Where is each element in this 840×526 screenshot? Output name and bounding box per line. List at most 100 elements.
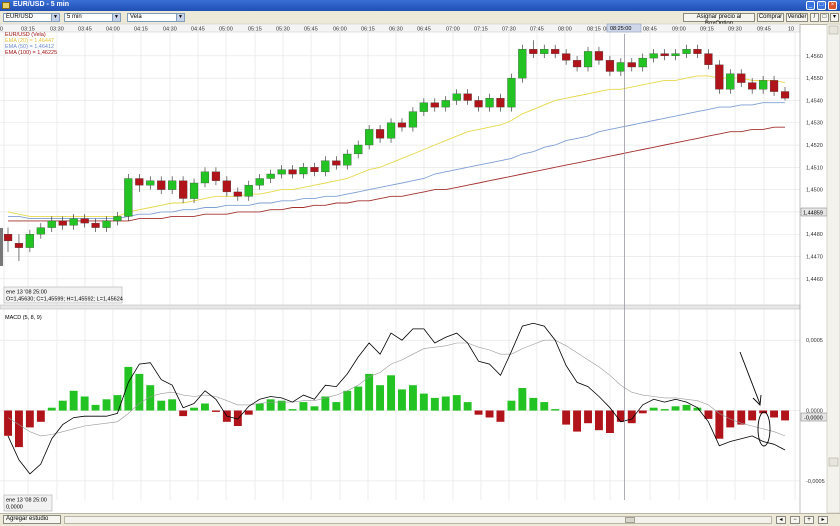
scroll-right-icon[interactable]: ▸ [818, 516, 828, 524]
macd-bar [638, 410, 647, 414]
candle [266, 173, 275, 179]
time-tick-label: 09:00 [672, 27, 686, 33]
chevron-down-icon[interactable]: ▼ [176, 14, 184, 21]
candle [91, 222, 100, 228]
candle [474, 100, 483, 108]
time-tick-label: 09:45 [757, 27, 771, 33]
macd-bar [748, 410, 757, 421]
symbol-select[interactable]: EUR/USD ▼ [3, 13, 60, 22]
horizontal-scrollbar[interactable] [64, 516, 772, 524]
draw-tool-icon[interactable]: / [810, 13, 819, 22]
candle [375, 129, 385, 139]
macd-bar [244, 410, 253, 415]
macd-bar [212, 410, 220, 412]
time-tick-label: 05:45 [304, 27, 318, 33]
macd-cursor-value: 0,0000 [6, 505, 23, 511]
add-study-button[interactable]: Agregar estudio [3, 515, 61, 524]
macd-bar [157, 400, 166, 411]
crosshair-time-badge [606, 23, 642, 33]
macd-bar [299, 402, 308, 411]
maximize-icon[interactable]: □ [817, 1, 826, 10]
candle [179, 180, 188, 199]
candle [627, 62, 636, 68]
interval-select[interactable]: 5 min ▼ [64, 13, 121, 22]
macd-bar [540, 402, 549, 411]
macd-bar [190, 407, 198, 411]
fullscreen-icon[interactable]: □ [820, 13, 829, 22]
current-price-label: 1,44859 [803, 211, 823, 217]
candle [386, 122, 396, 139]
macd-bar [15, 410, 23, 448]
chevron-down-icon[interactable]: ▼ [51, 14, 59, 21]
time-tick-label: 09:30 [728, 27, 742, 33]
candle [146, 180, 155, 186]
chart-style-select[interactable]: Vela ▼ [127, 13, 185, 22]
macd-bar [135, 373, 144, 411]
scroll-up-icon[interactable] [828, 25, 839, 35]
chart-style-value: Vela [130, 14, 142, 20]
candle [726, 73, 735, 90]
candle [365, 129, 374, 146]
ema20-line [7, 75, 786, 217]
scroll-down-icon[interactable] [828, 457, 839, 467]
candle [3, 234, 13, 242]
sell-button[interactable]: Vender [786, 13, 808, 22]
macd-bar [25, 410, 34, 428]
macd-bar [671, 406, 680, 411]
macd-bar [58, 400, 67, 411]
vertical-scrollbar[interactable] [826, 23, 840, 514]
scroll-thumb[interactable] [625, 517, 635, 523]
options-icon[interactable]: ▾ [830, 13, 839, 22]
time-tick-label: 04:30 [163, 27, 177, 33]
macd-cursor-info-box [3, 494, 53, 512]
macd-bar [332, 402, 341, 411]
macd-bar [474, 410, 483, 415]
interval-value: 5 min [67, 14, 82, 20]
macd-bar [529, 397, 538, 411]
time-tick-label: 03:15 [21, 27, 35, 33]
price-tick-label: 1,4520 [806, 143, 823, 149]
time-tick-label: 05:15 [248, 27, 262, 33]
close-icon[interactable]: × [828, 1, 837, 10]
macd-bar [354, 386, 363, 411]
candle [529, 49, 538, 54]
zoom-in-icon[interactable]: + [804, 516, 814, 524]
candle [47, 220, 56, 228]
macd-bar [310, 406, 319, 411]
macd-bar [463, 402, 472, 411]
time-tick-label: 07:00 [446, 27, 460, 33]
price-axis: 1,4560 1,4550 1,4540 1,4530 1,4520 1,4510 1,45… [799, 24, 823, 513]
legend-entry-ema50: EMA (50) = 1,46412 [5, 44, 54, 50]
left-pane-handle[interactable] [0, 228, 3, 266]
macd-bar [69, 390, 78, 411]
panel-splitter[interactable] [0, 304, 801, 310]
macd-tick-label: 0,0000 [806, 409, 823, 415]
macd-bar [682, 404, 691, 411]
macd-bar [584, 410, 592, 424]
window-title: EUR/USD - 5 min [13, 1, 70, 8]
buy-button[interactable]: Comprar [757, 13, 784, 22]
candle [332, 160, 341, 166]
candle [737, 73, 746, 83]
time-tick-label: 05:00 [219, 27, 233, 33]
time-tick-label: 08:45 [643, 27, 657, 33]
candle [124, 178, 133, 217]
legend-entry-ema20: EMA (20) = 1,46447 [5, 38, 54, 44]
scroll-left-icon[interactable]: ◂ [776, 516, 786, 524]
cursor-date: ene 13 '08 25:00 [6, 290, 47, 296]
macd-bar [266, 399, 275, 411]
time-tick-label: 05:30 [276, 27, 290, 33]
minimize-icon[interactable]: _ [806, 1, 815, 10]
time-tick-label: 04:15 [134, 27, 148, 33]
macd-bar [627, 410, 636, 424]
macd-bar [179, 410, 188, 417]
macd-line [7, 322, 786, 475]
candle [452, 93, 461, 101]
plot-background [0, 24, 800, 513]
price-tick-label: 1,4480 [806, 232, 823, 238]
macd-bar [606, 410, 614, 433]
candle [605, 60, 615, 72]
zoom-out-icon[interactable]: − [790, 516, 800, 524]
chevron-down-icon[interactable]: ▼ [112, 14, 120, 21]
